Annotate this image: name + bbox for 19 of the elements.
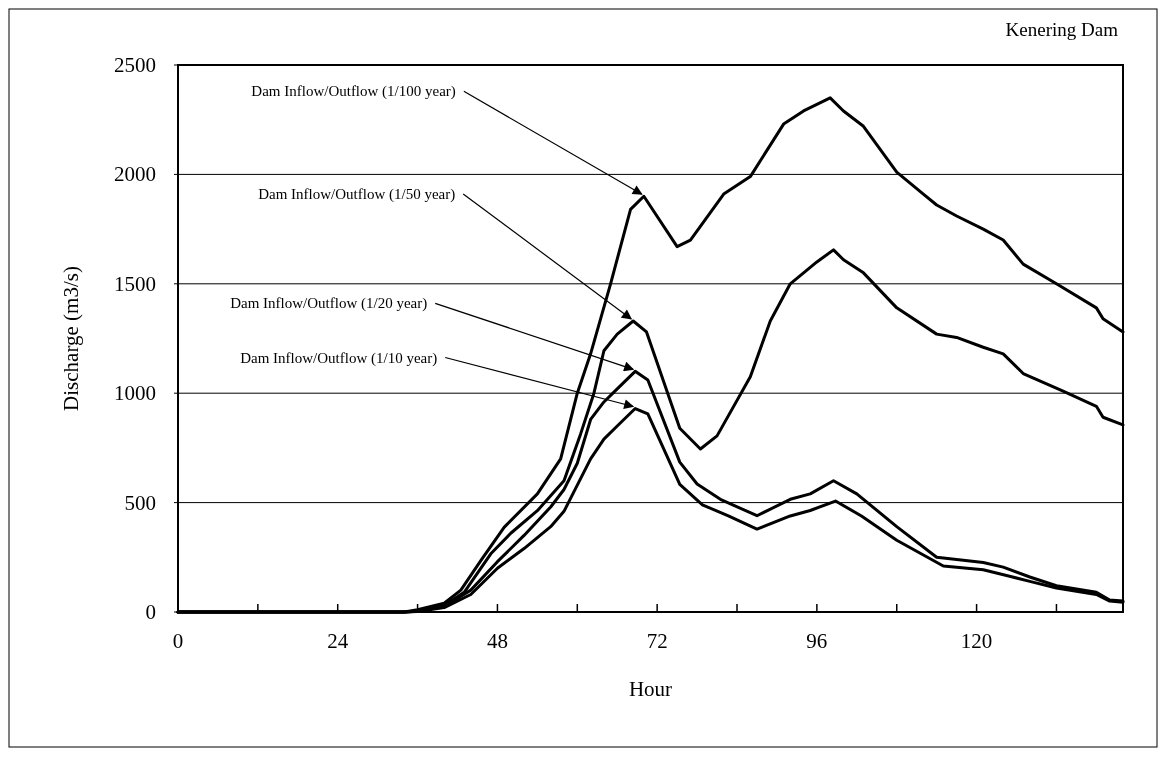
x-tick-label: 0 <box>172 629 184 653</box>
x-tick-label: 24 <box>327 629 349 653</box>
annotation: Dam Inflow/Outflow (1/20 year) <box>230 295 428 313</box>
annotation: Dam Inflow/Outflow (1/50 year) <box>258 186 456 203</box>
y-tick-label: 1500 <box>114 271 156 296</box>
y-tick-label: 2500 <box>114 53 156 77</box>
x-tick-label: 48 <box>486 629 508 653</box>
chart-title: Kenering Dam <box>1005 19 1119 40</box>
annotation: Dam Inflow/Outflow (1/100 year) <box>251 83 456 101</box>
x-axis-title: Hour <box>628 677 673 701</box>
x-tick-label: 120 <box>960 629 993 653</box>
annotation: Dam Inflow/Outflow (1/10 year) <box>240 349 438 367</box>
y-axis-title: Discharge (m3/s) <box>59 266 83 411</box>
x-tick-label: 72 <box>646 629 668 653</box>
y-tick-label: 0 <box>145 600 156 624</box>
y-tick-label: 2000 <box>114 162 156 187</box>
y-tick-label: 500 <box>124 490 156 515</box>
y-tick-label: 1000 <box>114 381 156 406</box>
x-tick-label: 96 <box>806 629 828 653</box>
